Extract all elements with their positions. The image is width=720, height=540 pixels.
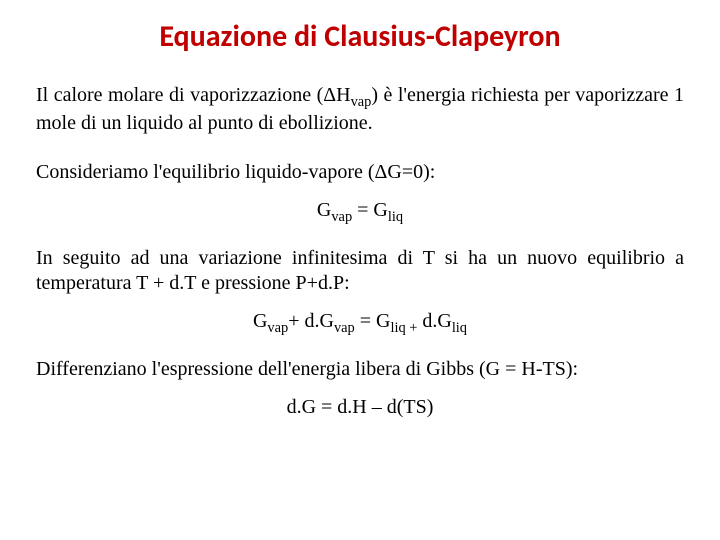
eq2-a: G [253,310,267,332]
equation-1: Gvap = Gliq [36,199,684,226]
paragraph-4: Differenziano l'espressione dell'energia… [36,357,684,382]
eq2-sub4: liq [452,320,467,336]
eq2-sub1: vap [267,320,288,336]
eq1-sub2: liq [388,209,403,225]
eq2-b: + d.G [288,310,334,332]
para1-subscript: vap [351,94,372,110]
eq1-sub1: vap [331,209,352,225]
paragraph-1: Il calore molare di vaporizzazione (ΔHva… [36,83,684,136]
paragraph-3: In seguito ad una variazione infinitesim… [36,246,684,296]
eq2-c: = G [355,310,391,332]
paragraph-2: Consideriamo l'equilibrio liquido-vapore… [36,160,684,185]
eq2-sub2: vap [334,320,355,336]
eq2-d: d.G [417,310,451,332]
equation-3: d.G = d.H – d(TS) [36,396,684,419]
eq1-a: G [317,199,331,221]
equation-2: Gvap+ d.Gvap = Gliq + d.Gliq [36,310,684,337]
eq2-sub3: liq + [390,320,417,336]
para1-text-a: Il calore molare di vaporizzazione (ΔH [36,84,351,106]
slide-title: Equazione di Clausius-Clapeyron [36,18,684,55]
eq1-b: = G [352,199,388,221]
